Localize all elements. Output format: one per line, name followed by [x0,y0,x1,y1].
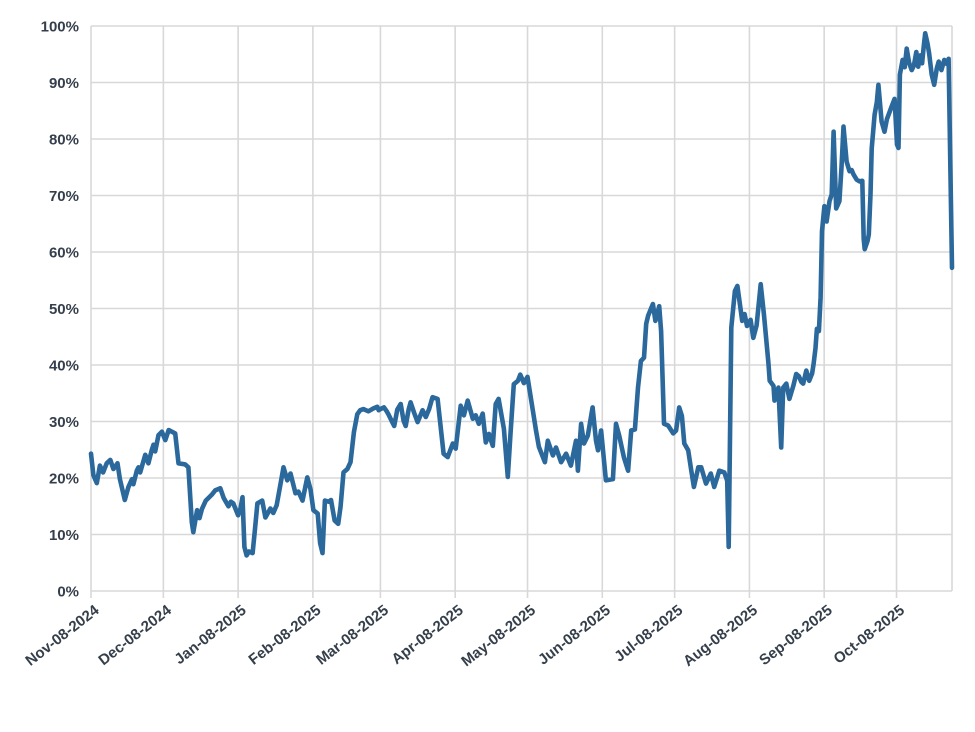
x-axis-tick-label: Feb-08-2025 [246,602,325,669]
x-axis-tick-label: Apr-08-2025 [388,602,466,668]
x-axis-tick-label: May-08-2025 [458,602,539,670]
x-axis-tick-label: Mar-08-2025 [313,602,392,669]
data-series-line [88,30,955,558]
x-axis-tick-label: Aug-08-2025 [680,602,761,670]
y-axis-tick-label: 30% [49,414,79,431]
x-axis-tick-label: Jul-08-2025 [611,602,686,666]
y-axis-tick-label: 0% [57,584,79,601]
x-axis-tick-label: Oct-08-2025 [830,602,907,668]
y-axis-tick-label: 70% [49,188,79,205]
y-axis-tick-label: 20% [49,471,79,488]
y-axis-tick-label: 40% [49,358,79,375]
x-axis-tick-label: Jun-08-2025 [535,602,614,669]
x-axis-tick-label: Nov-08-2024 [22,601,103,669]
y-axis-tick-label: 80% [49,132,79,149]
y-axis-tick-label: 50% [49,301,79,318]
y-axis-tick-label: 100% [41,19,79,36]
x-axis-tick-label: Jan-08-2025 [171,602,249,668]
y-axis-tick-label: 10% [49,527,79,544]
x-axis-tick-label: Dec-08-2024 [95,601,175,669]
y-axis-tick-label: 60% [49,245,79,262]
x-axis-tick-label: Sep-08-2025 [756,602,835,669]
y-axis-tick-label: 90% [49,75,79,92]
